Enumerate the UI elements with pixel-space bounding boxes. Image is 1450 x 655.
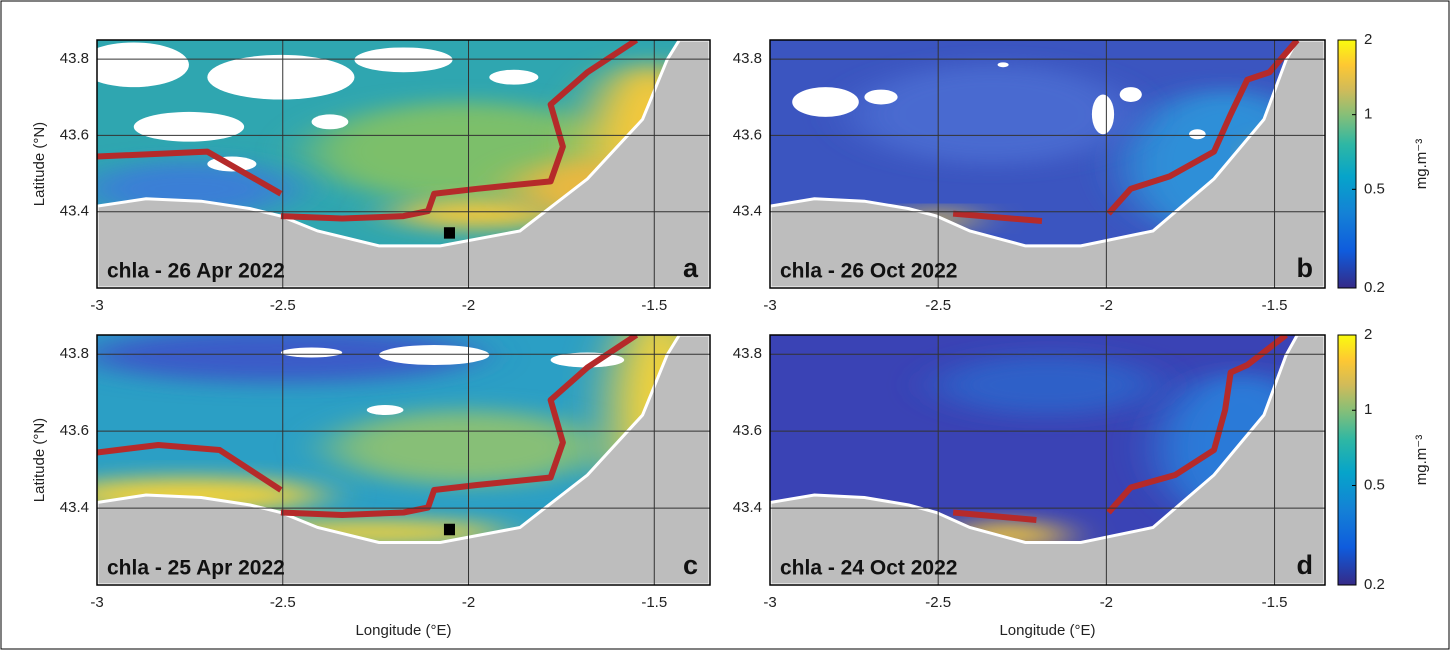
map-image: [54, 305, 710, 585]
y-tick-label: 43.6: [733, 422, 762, 439]
panel-title: chla - 26 Apr 2022: [107, 260, 285, 283]
x-tick-label: -2.5: [270, 297, 296, 314]
map-image: [770, 335, 1325, 585]
colorbar-label: mg.m⁻³: [1413, 435, 1430, 485]
y-tick-label: 43.6: [733, 126, 762, 143]
y-tick-label: 43.8: [733, 50, 762, 67]
x-tick-label: -1.5: [1262, 594, 1288, 611]
x-tick-label: -1.5: [1262, 297, 1288, 314]
x-tick-label: -2: [462, 297, 475, 314]
map-image: [770, 40, 1325, 288]
x-tick-label: -3: [90, 594, 103, 611]
colorbar-tick-label: 0.5: [1364, 180, 1385, 197]
panel-letter: a: [683, 253, 699, 283]
x-axis-label: Longitude (°E): [355, 622, 451, 639]
chla-patch: [853, 65, 1131, 164]
y-tick-label: 43.8: [733, 345, 762, 362]
map-image: [79, 40, 710, 288]
x-tick-label: -2.5: [925, 594, 951, 611]
x-tick-label: -2: [1100, 297, 1113, 314]
x-tick-label: -2: [1100, 594, 1113, 611]
colorbar-tick-label: 0.5: [1364, 476, 1385, 493]
y-axis-label: Latitude (°N): [31, 418, 48, 502]
cloud-mask: [281, 348, 342, 358]
colorbar-tick-label: 1: [1364, 401, 1372, 418]
y-tick-label: 43.6: [60, 126, 89, 143]
y-tick-label: 43.8: [60, 345, 89, 362]
chla-patch: [937, 355, 1159, 415]
x-tick-label: -3: [90, 297, 103, 314]
colorbar-tick-label: 0.2: [1364, 279, 1385, 296]
station: [444, 524, 455, 536]
panel-title: chla - 25 Apr 2022: [107, 557, 285, 580]
cloud-mask: [367, 405, 404, 415]
x-tick-label: -1.5: [641, 594, 667, 611]
colorbar: [1338, 40, 1356, 288]
colorbar: [1338, 335, 1356, 585]
panel-letter: c: [683, 550, 698, 580]
figure: -3 -2.5 -2 -1.5 43.4 43.6 43.8 chla - 26 Apr 20…: [0, 0, 1450, 650]
panel-title: chla - 26 Oct 2022: [780, 260, 957, 283]
cloud-mask: [312, 114, 349, 129]
panel-letter: b: [1297, 253, 1314, 283]
x-tick-label: -1.5: [641, 297, 667, 314]
cloud-mask: [864, 90, 897, 105]
y-axis-label: Latitude (°N): [31, 122, 48, 206]
x-tick-label: -3: [763, 297, 776, 314]
panel-title: chla - 24 Oct 2022: [780, 557, 957, 580]
cloud-mask: [1189, 129, 1206, 139]
x-tick-label: -2: [462, 594, 475, 611]
cloud-mask: [79, 42, 189, 87]
colorbar-tick-label: 2: [1364, 31, 1372, 48]
cloud-mask: [379, 345, 489, 365]
colorbar-tick-label: 1: [1364, 106, 1372, 123]
x-tick-label: -3: [763, 594, 776, 611]
cloud-mask: [998, 62, 1009, 67]
x-tick-label: -2.5: [925, 297, 951, 314]
y-tick-label: 43.4: [733, 499, 762, 516]
x-axis-label: Longitude (°E): [999, 622, 1095, 639]
x-tick-label: -2.5: [270, 594, 296, 611]
cloud-mask: [1092, 95, 1114, 135]
cloud-mask: [489, 70, 538, 85]
station: [444, 227, 455, 238]
y-tick-label: 43.8: [60, 50, 89, 67]
y-tick-label: 43.6: [60, 422, 89, 439]
cloud-mask: [354, 47, 452, 72]
colorbar-tick-label: 2: [1364, 326, 1372, 343]
cloud-mask: [1120, 87, 1142, 102]
cloud-mask: [134, 112, 244, 142]
y-tick-label: 43.4: [60, 203, 89, 220]
colorbar-label: mg.m⁻³: [1413, 139, 1430, 189]
cloud-mask: [792, 87, 859, 117]
y-tick-label: 43.4: [60, 499, 89, 516]
y-tick-label: 43.4: [733, 203, 762, 220]
colorbar-tick-label: 0.2: [1364, 576, 1385, 593]
panel-letter: d: [1297, 550, 1314, 580]
cloud-mask: [207, 55, 354, 100]
